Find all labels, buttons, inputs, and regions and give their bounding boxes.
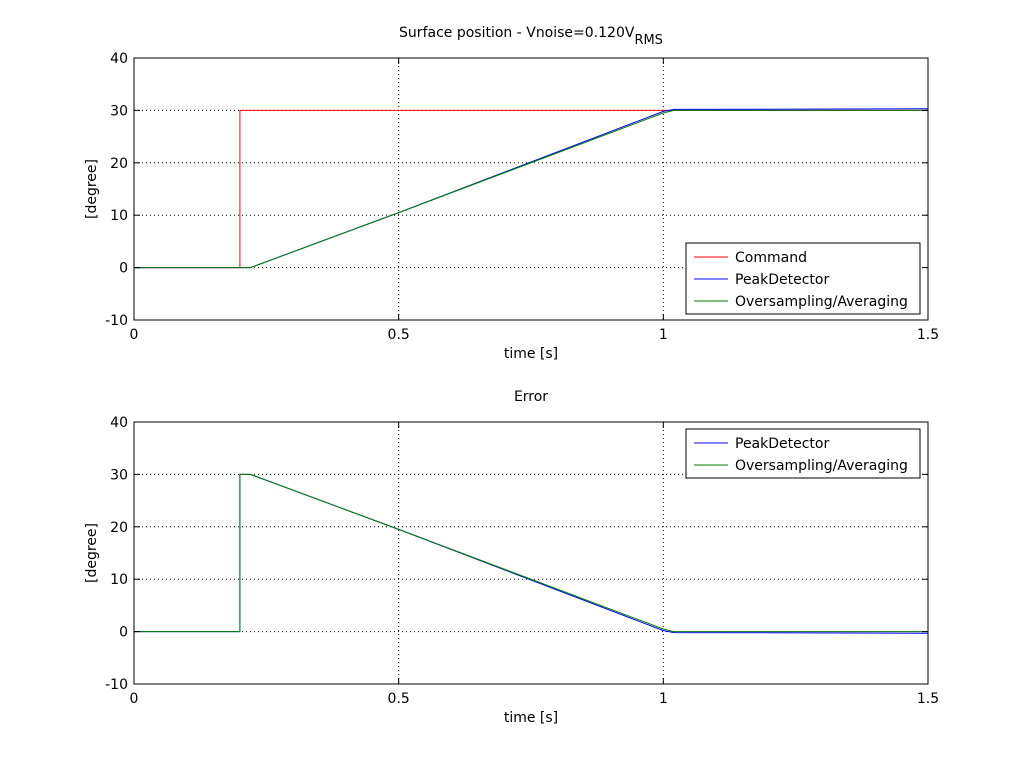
y-tick-label: 30: [110, 467, 128, 483]
y-tick-label: -10: [105, 677, 128, 693]
legend: PeakDetector Oversampling/Averaging: [685, 428, 921, 479]
legend-label: Oversampling/Averaging: [735, 294, 908, 310]
legend-label: PeakDetector: [735, 436, 829, 452]
x-axis-label: time [s]: [504, 710, 558, 726]
axes-frame: [133, 57, 929, 321]
y-tick-label: 40: [110, 415, 128, 431]
y-tick-label: 40: [110, 51, 128, 67]
title-subscript: RMS: [634, 33, 663, 48]
x-tick-label: 1.5: [917, 691, 939, 707]
x-tick-label: 1: [659, 691, 668, 707]
x-axis-label: time [s]: [504, 346, 558, 362]
y-tick-label: 0: [119, 261, 128, 277]
legend-label: Oversampling/Averaging: [735, 458, 908, 474]
legend: Command PeakDetector Oversampling/Averagin…: [685, 242, 921, 315]
legend-label: Command: [735, 250, 807, 266]
series-line: [134, 109, 928, 269]
chart-title: Error: [514, 389, 548, 405]
chart-title: Surface position - Vnoise=0.120VRMS: [399, 25, 663, 48]
y-tick-label: 10: [110, 208, 128, 224]
y-tick-label: 30: [110, 103, 128, 119]
y-tick-label: 20: [110, 520, 128, 536]
y-axis-label: [degree]: [84, 523, 100, 583]
series-line: [134, 473, 928, 633]
legend-label: PeakDetector: [735, 272, 829, 288]
axes-frame: [133, 421, 929, 685]
x-tick-label: 1.5: [917, 327, 939, 343]
x-tick-label: 0: [130, 327, 139, 343]
x-tick-label: 0: [130, 691, 139, 707]
x-tick-label: 1: [659, 327, 668, 343]
y-tick-label: 20: [110, 156, 128, 172]
x-tick-label: 0.5: [388, 691, 410, 707]
x-tick-label: 0.5: [388, 327, 410, 343]
y-axis-label: [degree]: [84, 159, 100, 219]
y-tick-label: 0: [119, 625, 128, 641]
y-tick-label: 10: [110, 572, 128, 588]
legend-box: [685, 428, 921, 479]
y-tick-label: -10: [105, 313, 128, 329]
